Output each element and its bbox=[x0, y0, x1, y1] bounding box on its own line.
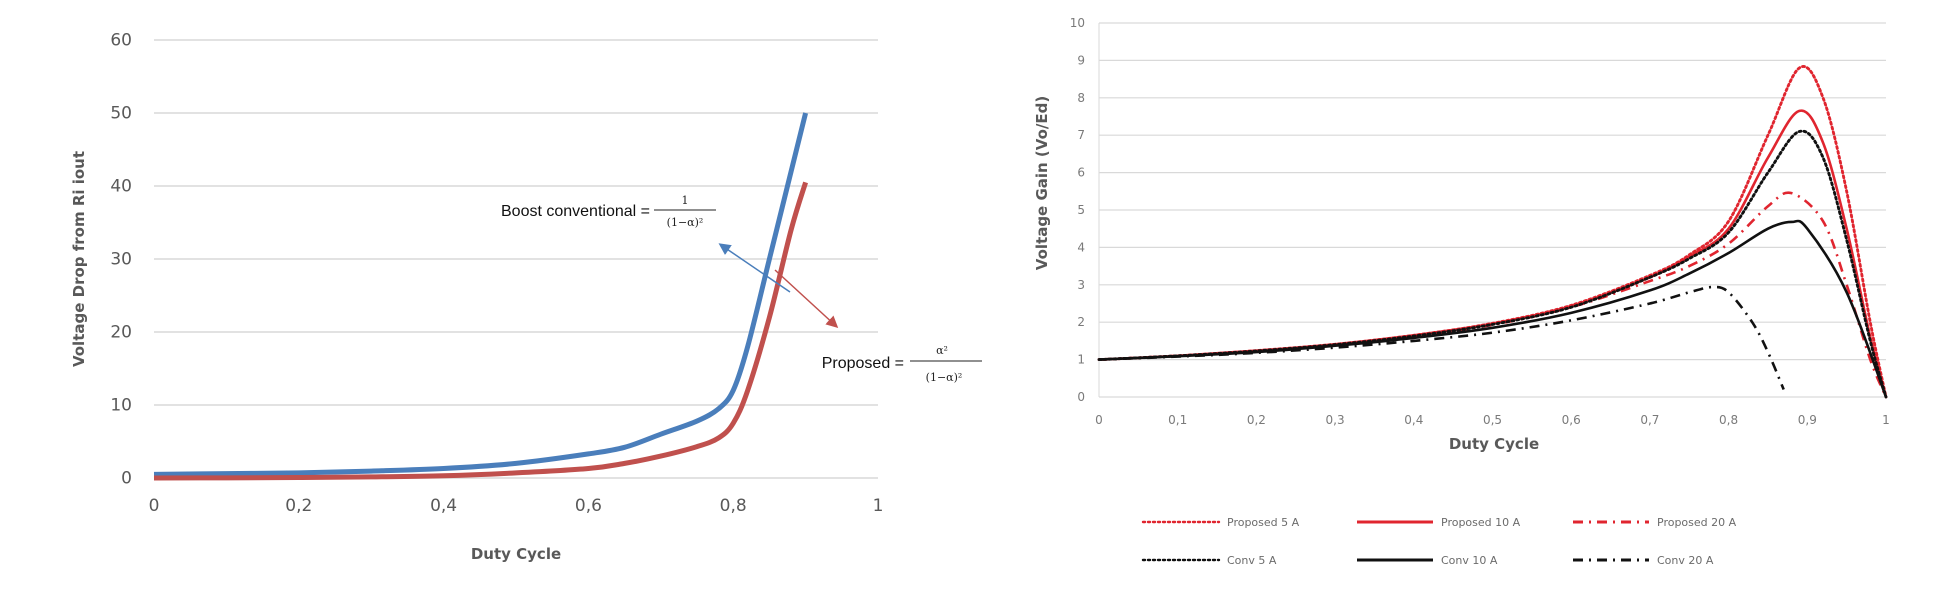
x-tick-label: 1 bbox=[873, 496, 884, 516]
legend-label: Conv 5 A bbox=[1227, 554, 1277, 567]
x-tick-label: 1 bbox=[1882, 413, 1890, 427]
y-tick-label: 10 bbox=[110, 396, 132, 416]
legend-item: Conv 5 A bbox=[1141, 554, 1277, 567]
annotation-proposed-numerator: α² bbox=[936, 344, 948, 357]
x-tick-label: 0,1 bbox=[1168, 413, 1187, 427]
y-tick-label: 9 bbox=[1077, 53, 1085, 67]
right-chart: 0 1 2 3 4 5 6 7 8 9 10 0 0,1 0,2 0,3 0,4 0,5 0,6 0,7 0,8 0,9… bbox=[1070, 16, 1890, 427]
y-tick-label: 30 bbox=[110, 250, 132, 270]
annotation-proposed: Proposed = α² (1−α)² bbox=[822, 344, 982, 384]
series-line-proposed-20-a bbox=[1098, 191, 1888, 398]
x-tick-label: 0,4 bbox=[1404, 413, 1423, 427]
series-line-conv-20-a bbox=[1098, 285, 1785, 391]
y-tick-label: 10 bbox=[1070, 16, 1085, 30]
legend-label: Conv 20 A bbox=[1657, 554, 1714, 567]
y-tick-label: 40 bbox=[110, 177, 132, 197]
annotation-proposed-text: Proposed = bbox=[822, 355, 904, 372]
y-tick-label: 8 bbox=[1077, 91, 1085, 105]
x-tick-label: 0,4 bbox=[430, 496, 457, 516]
annotation-boost: Boost conventional = 1 (1−α)² bbox=[501, 194, 716, 229]
annotation-boost-text: Boost conventional = bbox=[501, 203, 650, 220]
left-chart: 0 10 20 30 40 50 60 0 0,2 0,4 0,6 0,8 1 bbox=[110, 31, 883, 516]
x-tick-label: 0,2 bbox=[1247, 413, 1266, 427]
legend-item: Conv 10 A bbox=[1357, 554, 1498, 567]
legend-item: Conv 20 A bbox=[1573, 554, 1714, 567]
legend-item: Proposed 20 A bbox=[1573, 516, 1737, 529]
series-line-conv-5-a bbox=[1097, 129, 1888, 399]
x-tick-label: 0,8 bbox=[1719, 413, 1738, 427]
legend-label: Proposed 5 A bbox=[1227, 516, 1300, 529]
y-tick-label: 20 bbox=[110, 323, 132, 343]
y-tick-label: 4 bbox=[1077, 240, 1085, 254]
x-tick-label: 0,6 bbox=[1562, 413, 1581, 427]
y-tick-label: 5 bbox=[1077, 203, 1085, 217]
annotation-boost-denominator: (1−α)² bbox=[667, 216, 704, 229]
x-tick-label: 0,5 bbox=[1483, 413, 1502, 427]
x-tick-label: 0,9 bbox=[1798, 413, 1817, 427]
annotation-proposed-denominator: (1−α)² bbox=[926, 371, 963, 384]
x-tick-label: 0,6 bbox=[575, 496, 602, 516]
y-tick-label: 3 bbox=[1077, 278, 1085, 292]
legend-item: Proposed 5 A bbox=[1141, 516, 1300, 529]
y-tick-label: 60 bbox=[110, 31, 132, 51]
annotation-boost-arrow bbox=[718, 243, 791, 293]
annotation-proposed-arrow bbox=[774, 269, 839, 329]
x-tick-label: 0,7 bbox=[1640, 413, 1659, 427]
x-tick-label: 0,8 bbox=[720, 496, 747, 516]
left-x-axis-label: Duty Cycle bbox=[471, 545, 561, 563]
legend: Proposed 5 A Proposed 10 A Proposed 20 A Co… bbox=[1141, 516, 1737, 567]
y-tick-label: 0 bbox=[121, 469, 132, 489]
series-line-1 bbox=[153, 181, 808, 481]
x-tick-label: 0 bbox=[1095, 413, 1103, 427]
legend-label: Conv 10 A bbox=[1441, 554, 1498, 567]
legend-item: Proposed 10 A bbox=[1357, 516, 1521, 529]
legend-label: Proposed 20 A bbox=[1657, 516, 1737, 529]
x-tick-label: 0,3 bbox=[1326, 413, 1345, 427]
x-tick-label: 0 bbox=[149, 496, 160, 516]
y-tick-label: 1 bbox=[1077, 353, 1085, 367]
y-tick-label: 2 bbox=[1077, 315, 1085, 329]
x-tick-label: 0,2 bbox=[285, 496, 312, 516]
series-line-conv-10-a bbox=[1098, 219, 1888, 398]
series-line-0 bbox=[153, 112, 809, 477]
left-y-axis-label: Voltage Drop from Ri iout bbox=[70, 151, 88, 367]
y-tick-label: 6 bbox=[1077, 166, 1085, 180]
right-x-axis-label: Duty Cycle bbox=[1449, 435, 1539, 453]
legend-label: Proposed 10 A bbox=[1441, 516, 1521, 529]
y-tick-label: 7 bbox=[1077, 128, 1085, 142]
y-tick-label: 0 bbox=[1077, 390, 1085, 404]
series-line-proposed-5-a bbox=[1097, 65, 1888, 399]
annotation-boost-numerator: 1 bbox=[682, 194, 689, 207]
right-y-axis-label: Voltage Gain (Vo/Ed) bbox=[1033, 96, 1051, 270]
y-tick-label: 50 bbox=[110, 104, 132, 124]
